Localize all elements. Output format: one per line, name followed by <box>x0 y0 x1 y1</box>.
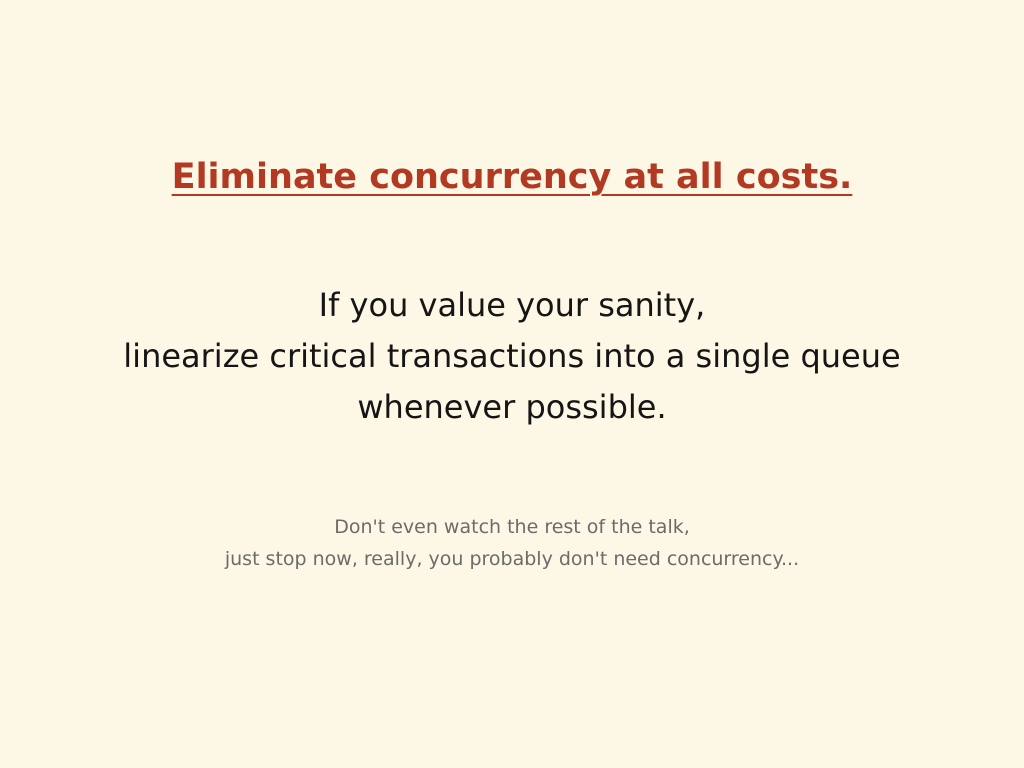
body-line: If you value your sanity, <box>318 286 706 324</box>
slide-title: Eliminate concurrency at all costs. <box>171 157 853 197</box>
slide-body: If you value your sanity, linearize crit… <box>0 280 1024 433</box>
note-line: Don't even watch the rest of the talk, <box>334 516 690 538</box>
body-line: whenever possible. <box>357 388 667 426</box>
note-line: just stop now, really, you probably don'… <box>224 548 800 570</box>
body-line: linearize critical transactions into a s… <box>123 337 901 375</box>
slide-note: Don't even watch the rest of the talk, j… <box>0 511 1024 575</box>
